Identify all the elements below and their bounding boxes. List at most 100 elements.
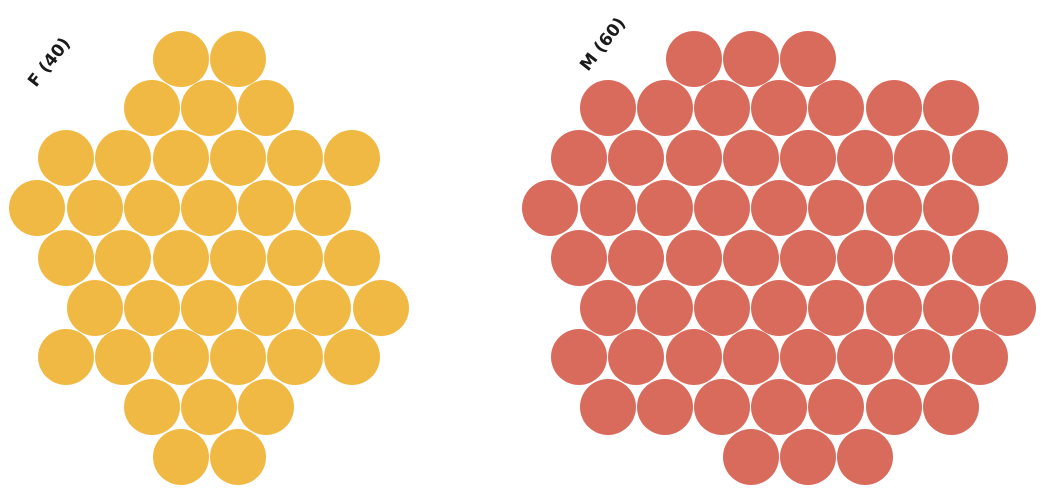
- data-point-m: [780, 230, 836, 286]
- data-point-f: [153, 429, 209, 485]
- data-point-m: [837, 130, 893, 186]
- data-point-m: [837, 329, 893, 385]
- data-point-m: [780, 329, 836, 385]
- data-point-f: [124, 80, 180, 136]
- data-point-m: [751, 80, 807, 136]
- data-point-m: [580, 180, 636, 236]
- data-point-m: [751, 379, 807, 435]
- data-point-f: [210, 429, 266, 485]
- data-point-m: [894, 230, 950, 286]
- data-point-m: [723, 230, 779, 286]
- data-point-f: [67, 280, 123, 336]
- data-point-f: [267, 329, 323, 385]
- data-point-m: [694, 379, 750, 435]
- data-point-m: [952, 329, 1008, 385]
- data-point-m: [808, 180, 864, 236]
- data-point-f: [181, 379, 237, 435]
- group-m: M (60): [522, 14, 1036, 485]
- data-point-f: [124, 280, 180, 336]
- data-point-m: [866, 379, 922, 435]
- data-point-m: [923, 180, 979, 236]
- data-point-f: [267, 230, 323, 286]
- data-point-m: [723, 329, 779, 385]
- data-point-m: [751, 180, 807, 236]
- data-point-m: [637, 280, 693, 336]
- data-point-m: [894, 329, 950, 385]
- data-point-m: [980, 280, 1036, 336]
- data-point-m: [923, 379, 979, 435]
- data-point-f: [153, 230, 209, 286]
- data-point-f: [324, 130, 380, 186]
- data-point-f: [181, 80, 237, 136]
- data-point-f: [238, 280, 294, 336]
- data-point-m: [666, 130, 722, 186]
- data-point-m: [551, 329, 607, 385]
- data-point-f: [210, 329, 266, 385]
- data-point-m: [666, 230, 722, 286]
- data-point-m: [551, 230, 607, 286]
- data-point-m: [808, 379, 864, 435]
- group-f: F (40): [9, 31, 409, 485]
- data-point-f: [295, 180, 351, 236]
- data-point-m: [694, 80, 750, 136]
- data-point-m: [694, 280, 750, 336]
- data-point-m: [723, 429, 779, 485]
- data-point-m: [637, 180, 693, 236]
- data-point-f: [9, 180, 65, 236]
- data-point-f: [181, 280, 237, 336]
- data-point-m: [723, 130, 779, 186]
- data-point-m: [866, 80, 922, 136]
- data-point-m: [580, 80, 636, 136]
- data-point-f: [124, 379, 180, 435]
- data-point-m: [580, 280, 636, 336]
- data-point-m: [608, 130, 664, 186]
- data-point-f: [153, 329, 209, 385]
- data-point-f: [324, 230, 380, 286]
- data-point-f: [153, 130, 209, 186]
- data-point-f: [95, 329, 151, 385]
- data-point-f: [324, 329, 380, 385]
- data-point-m: [808, 80, 864, 136]
- data-point-m: [780, 130, 836, 186]
- data-point-f: [353, 280, 409, 336]
- data-point-m: [808, 280, 864, 336]
- data-point-f: [210, 130, 266, 186]
- data-point-m: [923, 80, 979, 136]
- data-point-f: [181, 180, 237, 236]
- group-label-f: F (40): [24, 34, 75, 91]
- data-point-f: [295, 280, 351, 336]
- data-point-f: [38, 329, 94, 385]
- data-point-m: [580, 379, 636, 435]
- data-point-m: [866, 280, 922, 336]
- data-point-m: [952, 130, 1008, 186]
- data-point-m: [608, 230, 664, 286]
- data-point-m: [723, 31, 779, 87]
- data-point-m: [551, 130, 607, 186]
- data-point-f: [267, 130, 323, 186]
- data-point-m: [923, 280, 979, 336]
- data-point-f: [124, 180, 180, 236]
- data-point-m: [522, 180, 578, 236]
- data-point-m: [637, 379, 693, 435]
- data-point-f: [153, 31, 209, 87]
- data-point-f: [95, 130, 151, 186]
- data-point-f: [38, 230, 94, 286]
- data-point-m: [751, 280, 807, 336]
- data-point-m: [666, 329, 722, 385]
- data-point-f: [238, 180, 294, 236]
- data-point-f: [210, 230, 266, 286]
- data-point-m: [780, 31, 836, 87]
- data-point-f: [210, 31, 266, 87]
- data-point-m: [694, 180, 750, 236]
- data-point-m: [780, 429, 836, 485]
- data-point-m: [866, 180, 922, 236]
- data-point-m: [952, 230, 1008, 286]
- data-point-f: [238, 379, 294, 435]
- data-point-f: [38, 130, 94, 186]
- data-point-f: [67, 180, 123, 236]
- data-point-f: [95, 230, 151, 286]
- data-point-m: [894, 130, 950, 186]
- data-point-m: [666, 31, 722, 87]
- data-point-m: [837, 230, 893, 286]
